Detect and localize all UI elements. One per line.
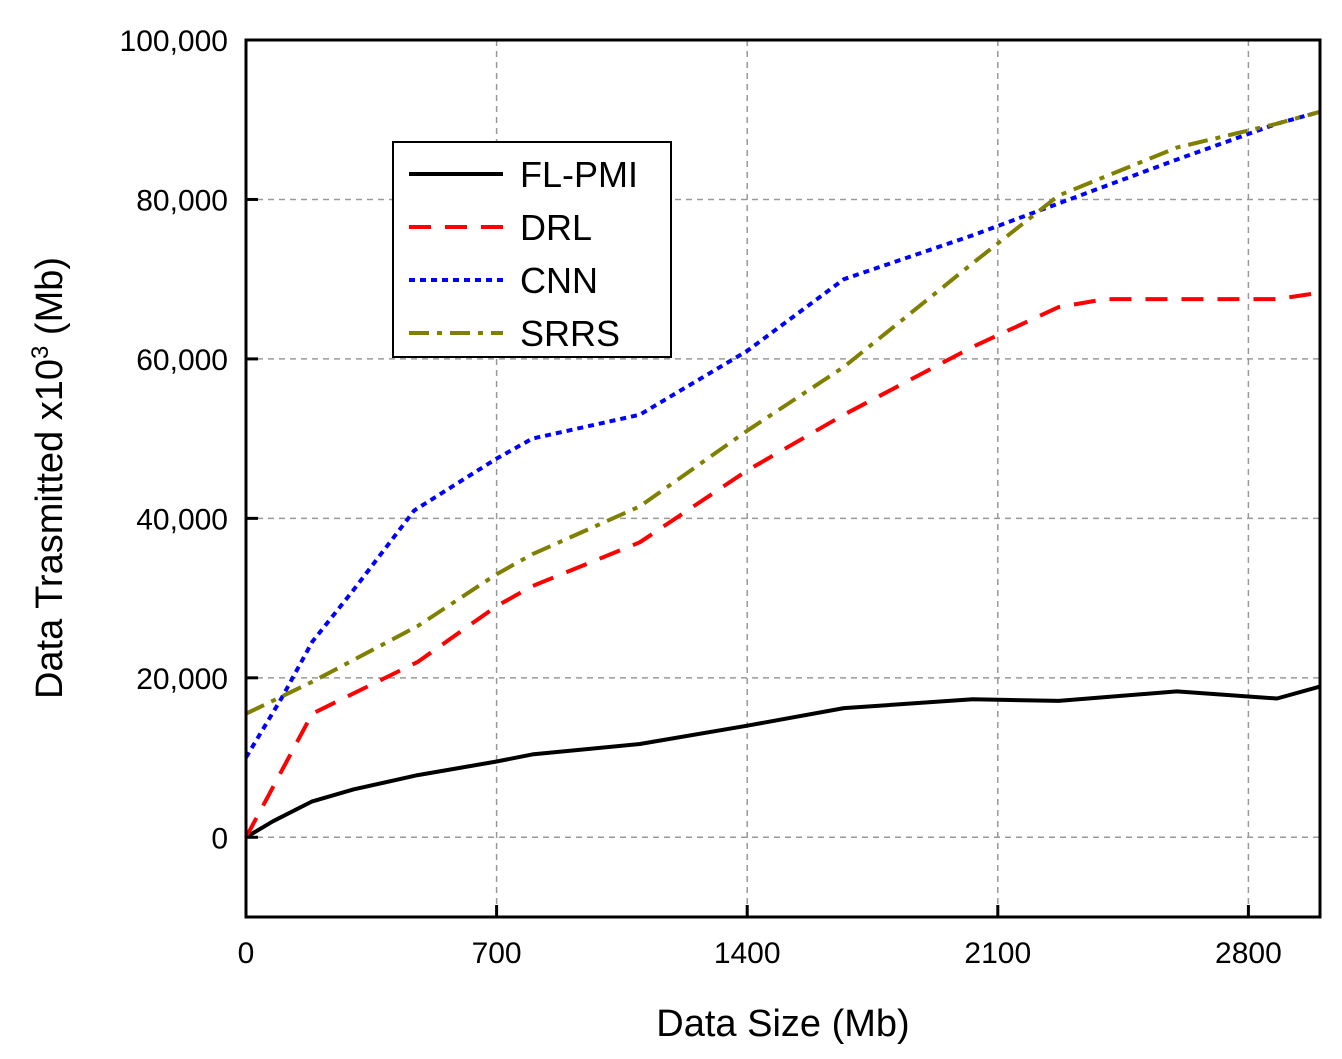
x-tick-label: 700 <box>472 937 522 970</box>
y-axis-title-main: Data Trasmitted x10 <box>29 359 71 699</box>
y-tick-label: 40,000 <box>136 503 228 536</box>
x-axis: 0 700 1400 2100 2800 <box>238 905 1282 970</box>
x-tick-label: 1400 <box>714 937 781 970</box>
series-line-fl-pmi <box>244 684 1321 840</box>
x-tick-label: 0 <box>238 937 255 970</box>
series-line-drl <box>244 290 1321 839</box>
legend-box <box>392 141 672 358</box>
legend-label-drl: DRL <box>520 207 592 248</box>
legend-label-cnn: CNN <box>520 260 598 301</box>
x-tick-label: 2100 <box>964 937 1031 970</box>
legend-label-srrs: SRRS <box>520 313 620 354</box>
series-line-cnn <box>244 109 1321 759</box>
series-line-srrs <box>245 109 1321 716</box>
x-axis-title: Data Size (Mb) <box>656 1003 909 1045</box>
x-tick-label: 2800 <box>1215 937 1282 970</box>
y-tick-label: 20,000 <box>136 663 228 696</box>
y-axis-title-exponent: 3 <box>27 346 54 359</box>
legend-items: FL-PMI DRL CNN SRRS <box>409 154 638 354</box>
y-axis-title: Data Trasmitted x103 (Mb) <box>27 257 71 699</box>
legend-label-fl-pmi: FL-PMI <box>520 154 638 195</box>
y-tick-label: 60,000 <box>136 344 228 377</box>
y-tick-label: 100,000 <box>120 25 228 58</box>
legend: FL-PMI DRL CNN SRRS <box>392 141 672 358</box>
y-tick-label: 80,000 <box>136 184 228 217</box>
plot-frame <box>244 38 1322 919</box>
series-lines <box>244 109 1321 840</box>
y-tick-label: 0 <box>211 822 228 855</box>
y-axis-title-unit: (Mb) <box>29 257 71 346</box>
y-axis: 0 20,000 40,000 60,000 80,000 100,000 <box>120 25 258 855</box>
